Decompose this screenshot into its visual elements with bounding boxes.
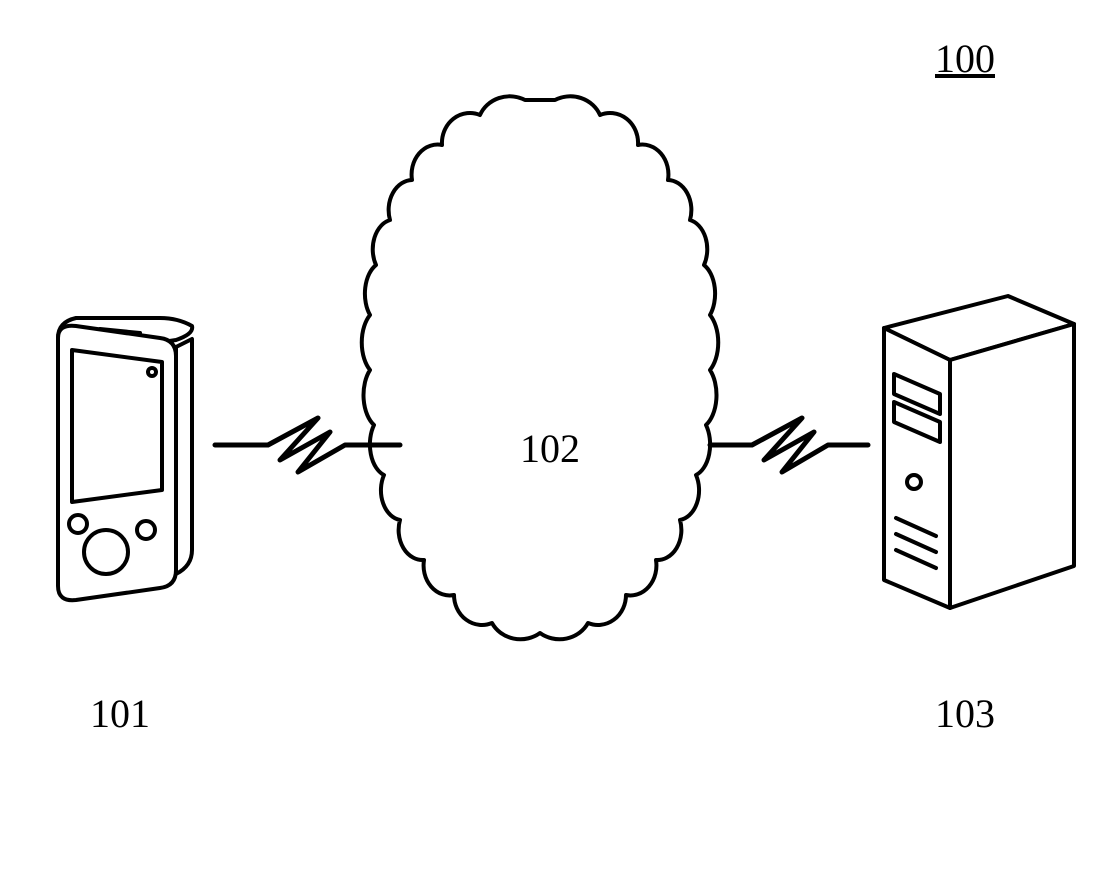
link-cloud-server	[710, 418, 868, 472]
cloud-icon	[362, 96, 718, 639]
device-label-text: 101	[90, 691, 150, 736]
cloud-label: 102	[520, 425, 580, 472]
server-label-text: 103	[935, 691, 995, 736]
server-icon	[884, 296, 1074, 608]
server-label: 103	[935, 690, 995, 737]
cloud-label-text: 102	[520, 426, 580, 471]
diagram-canvas: 100	[0, 0, 1108, 880]
mobile-device-icon	[58, 318, 192, 600]
device-label: 101	[90, 690, 150, 737]
